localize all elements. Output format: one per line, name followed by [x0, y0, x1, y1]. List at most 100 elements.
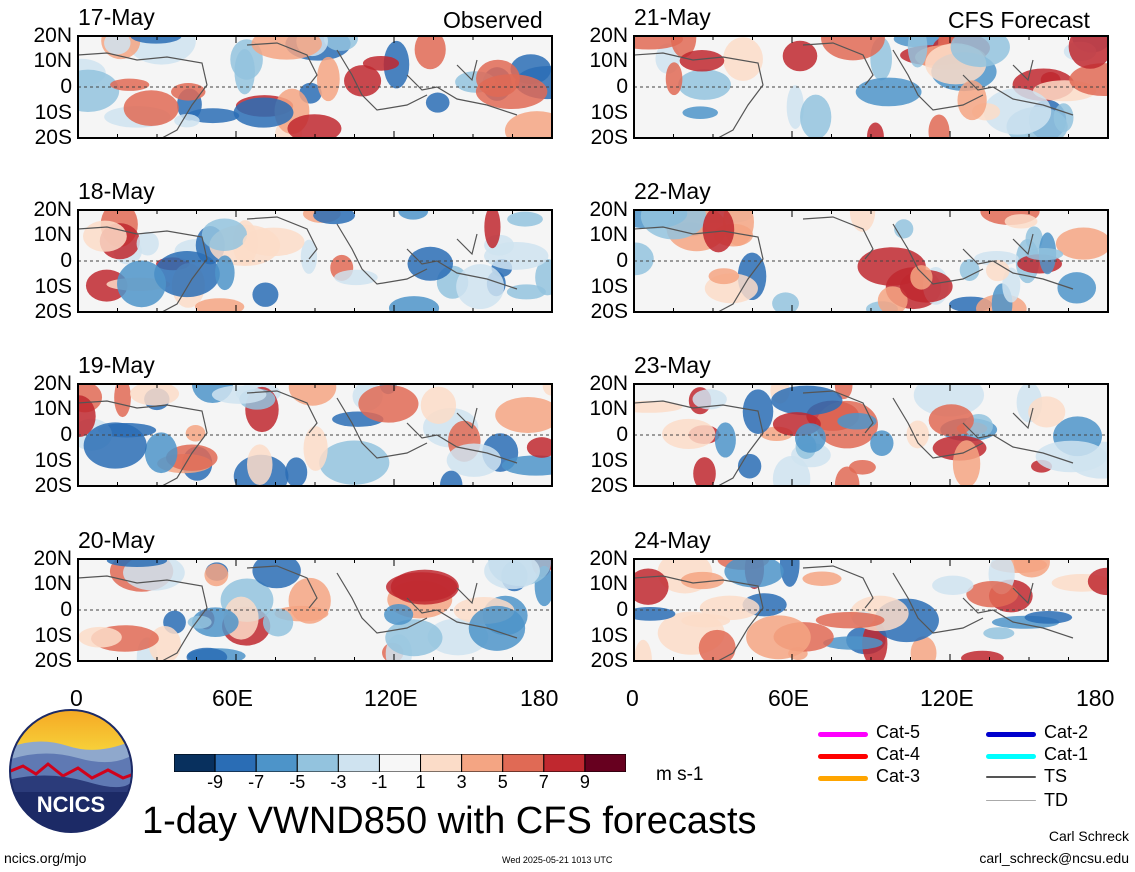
colorbar-tick-label: -9: [207, 772, 224, 792]
lat-label: 20S: [590, 474, 628, 497]
lat-label: 20S: [34, 300, 72, 323]
panel-date: 21-May: [634, 4, 711, 30]
lat-label: 0: [60, 75, 72, 98]
legend-label: TS: [1044, 766, 1068, 786]
footer-url: ncics.org/mjo: [4, 850, 87, 866]
lat-label: 10S: [590, 449, 628, 472]
lat-label: 0: [616, 423, 628, 446]
lat-label: 0: [616, 598, 628, 621]
forecast-header: CFS Forecast: [948, 7, 1090, 33]
ncics-logo: NCICS: [8, 708, 134, 834]
panel-date: 20-May: [78, 527, 155, 553]
legend-label: Cat-3: [876, 766, 921, 786]
legend-line: [986, 754, 1036, 759]
colorbar-swatch: [420, 753, 463, 773]
lon-label: 60E: [768, 685, 809, 711]
logo-text: NCICS: [37, 792, 105, 817]
footer-email: carl_schreck@ncsu.edu: [979, 850, 1129, 866]
colorbar-tick-label: -7: [248, 772, 265, 792]
wind-anomaly-map: [633, 209, 1109, 313]
lat-label: 10S: [34, 275, 72, 298]
panel-date: 23-May: [634, 352, 711, 378]
wind-anomaly-map: [77, 383, 553, 487]
lat-label: 20S: [34, 474, 72, 497]
lon-label: 120E: [920, 685, 974, 711]
wind-anomaly-map: [77, 558, 553, 662]
legend-line: [818, 732, 868, 737]
colorbar-tick-label: -5: [289, 772, 306, 792]
lat-label: 10S: [590, 624, 628, 647]
colorbar-tick-label: -1: [371, 772, 388, 792]
lon-label: 180: [520, 685, 559, 711]
colorbar-swatch: [584, 753, 627, 773]
lat-label: 10N: [589, 223, 628, 246]
lat-label: 20N: [589, 372, 628, 395]
colorbar-swatch: [214, 753, 257, 773]
lon-label: 180: [1076, 685, 1115, 711]
lat-label: 20N: [33, 24, 72, 47]
colorbar-swatch: [461, 753, 504, 773]
lat-label: 20S: [590, 649, 628, 672]
legend-line: [986, 732, 1036, 737]
colorbar-tick-label: 5: [497, 772, 508, 792]
legend-label: Cat-1: [1044, 744, 1089, 764]
lat-label: 20N: [33, 372, 72, 395]
lat-label: 10N: [33, 397, 72, 420]
lat-label: 10S: [590, 101, 628, 124]
colorbar-tick-label: 1: [415, 772, 426, 792]
lat-label: 10S: [590, 275, 628, 298]
legend-line: [818, 754, 868, 759]
lat-label: 0: [60, 249, 72, 272]
wind-anomaly-map: [77, 209, 553, 313]
lat-label: 10N: [33, 49, 72, 72]
lat-label: 10S: [34, 101, 72, 124]
panel-date: 17-May: [78, 4, 155, 30]
colorbar-swatch: [255, 753, 298, 773]
lat-label: 20N: [33, 198, 72, 221]
colorbar-swatch: [173, 753, 216, 773]
panel-date: 18-May: [78, 178, 155, 204]
lat-label: 20S: [34, 649, 72, 672]
colorbar-swatch: [378, 753, 422, 773]
panel-date: 22-May: [634, 178, 711, 204]
lat-label: 20S: [34, 126, 72, 149]
lon-label: 120E: [364, 685, 418, 711]
colorbar-tick-label: 3: [456, 772, 467, 792]
colorbar-units: m s-1: [656, 764, 704, 785]
colorbar: [173, 753, 627, 773]
wind-anomaly-map: [633, 558, 1109, 662]
colorbar-swatch: [502, 753, 545, 773]
lat-label: 20S: [590, 300, 628, 323]
lat-label: 20N: [33, 547, 72, 570]
panel-date: 24-May: [634, 527, 711, 553]
panel-date: 19-May: [78, 352, 155, 378]
legend-line: [986, 800, 1036, 801]
lat-label: 10N: [589, 572, 628, 595]
legend-label: Cat-4: [876, 744, 921, 764]
lat-label: 10S: [34, 449, 72, 472]
lon-label: 0: [626, 685, 639, 711]
lat-label: 0: [60, 423, 72, 446]
footer-timestamp: Wed 2025-05-21 1013 UTC: [502, 855, 613, 865]
legend-label: TD: [1044, 790, 1068, 810]
lat-label: 0: [616, 75, 628, 98]
wind-anomaly-map: [633, 35, 1109, 139]
lat-label: 20S: [590, 126, 628, 149]
observed-header: Observed: [443, 7, 543, 33]
lat-label: 10N: [589, 49, 628, 72]
lat-label: 20N: [589, 547, 628, 570]
colorbar-swatch: [543, 753, 586, 773]
lat-label: 20N: [589, 198, 628, 221]
lat-label: 10S: [34, 624, 72, 647]
colorbar-tick-label: -3: [330, 772, 347, 792]
lat-label: 10N: [589, 397, 628, 420]
chart-title: 1-day VWND850 with CFS forecasts: [142, 800, 757, 842]
lat-label: 10N: [33, 223, 72, 246]
legend-line: [818, 776, 868, 781]
legend-label: Cat-2: [1044, 722, 1089, 742]
lat-label: 10N: [33, 572, 72, 595]
footer-author: Carl Schreck: [1048, 828, 1129, 844]
lat-label: 20N: [589, 24, 628, 47]
lon-label: 60E: [212, 685, 253, 711]
legend-line: [986, 776, 1036, 778]
